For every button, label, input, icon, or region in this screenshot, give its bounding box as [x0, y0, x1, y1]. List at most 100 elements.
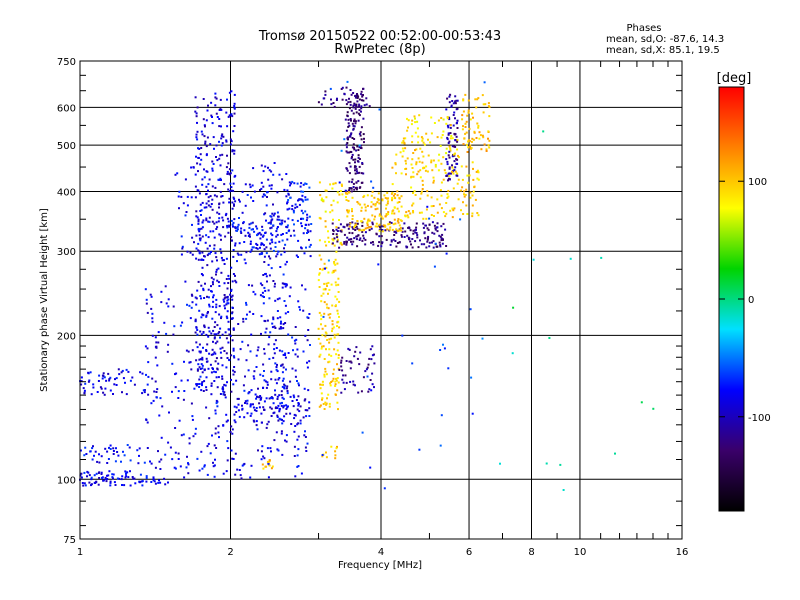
data-point — [463, 195, 466, 198]
data-point — [340, 365, 343, 368]
data-point — [205, 202, 208, 205]
data-point — [347, 238, 350, 241]
data-point — [472, 138, 475, 141]
data-point — [332, 326, 335, 329]
data-point — [340, 361, 343, 364]
data-point — [400, 195, 403, 198]
data-point — [203, 206, 206, 209]
data-point — [329, 313, 332, 315]
data-point — [220, 195, 223, 198]
data-point — [336, 309, 339, 312]
data-point — [200, 316, 203, 319]
data-point — [412, 152, 415, 154]
data-point — [195, 210, 198, 213]
data-point — [191, 418, 194, 421]
data-point — [182, 202, 185, 205]
data-point — [304, 398, 307, 401]
data-point — [215, 268, 218, 271]
data-point — [333, 348, 336, 351]
data-point — [387, 200, 389, 203]
data-point — [226, 357, 229, 359]
data-point — [368, 219, 371, 222]
data-point — [468, 174, 471, 177]
data-point — [410, 123, 413, 126]
data-point — [447, 367, 450, 370]
data-point — [345, 129, 348, 132]
data-point — [464, 126, 467, 128]
data-point — [197, 170, 199, 173]
data-point — [304, 210, 307, 213]
data-point — [145, 298, 148, 301]
data-point — [190, 368, 193, 371]
data-point — [299, 308, 301, 311]
data-point — [202, 287, 205, 290]
data-point — [226, 299, 229, 302]
data-point — [197, 218, 200, 221]
data-point — [478, 131, 481, 134]
data-point — [357, 149, 360, 151]
data-point — [416, 127, 419, 130]
data-point — [445, 252, 448, 255]
data-point — [466, 114, 469, 117]
data-point — [83, 454, 86, 457]
data-point — [484, 103, 487, 106]
data-point — [482, 103, 485, 106]
data-point — [394, 193, 396, 195]
data-point — [360, 229, 363, 232]
data-point — [92, 445, 94, 448]
data-point — [252, 375, 255, 378]
data-point — [360, 172, 363, 175]
data-point — [322, 288, 325, 291]
data-point — [324, 93, 327, 96]
data-point — [355, 188, 358, 191]
data-point — [470, 376, 473, 379]
data-point — [388, 221, 391, 224]
data-point — [245, 317, 248, 320]
data-point — [225, 111, 228, 114]
data-point — [124, 381, 126, 384]
data-point — [234, 244, 237, 247]
data-point — [212, 278, 215, 281]
data-point — [354, 161, 356, 164]
data-point — [393, 212, 396, 215]
data-point — [181, 245, 184, 248]
data-point — [356, 245, 359, 248]
data-point — [268, 184, 271, 187]
data-point — [195, 234, 198, 237]
data-point — [80, 383, 83, 386]
data-point — [207, 204, 210, 207]
data-point — [442, 156, 445, 159]
data-point — [440, 194, 443, 197]
data-point — [436, 226, 438, 229]
data-point — [387, 213, 390, 216]
data-point — [333, 237, 336, 240]
data-point — [297, 404, 300, 407]
data-point — [176, 172, 179, 175]
data-point — [357, 95, 360, 98]
data-point — [401, 155, 404, 158]
data-point — [439, 244, 442, 247]
data-point — [211, 434, 213, 437]
data-point — [120, 371, 123, 374]
data-point — [114, 484, 117, 486]
data-point — [249, 240, 252, 243]
data-point — [436, 211, 439, 214]
data-point — [204, 125, 206, 128]
data-point — [336, 312, 339, 315]
data-point — [422, 155, 425, 158]
data-point — [279, 418, 282, 421]
data-point — [270, 226, 273, 229]
data-point — [353, 103, 356, 106]
data-point — [235, 281, 238, 284]
data-point — [198, 366, 201, 369]
data-point — [269, 221, 272, 224]
data-point — [341, 378, 344, 381]
data-point — [276, 298, 279, 301]
data-point — [438, 241, 441, 244]
data-point — [166, 350, 169, 353]
data-point — [218, 436, 220, 439]
data-point — [240, 477, 243, 480]
data-point — [210, 371, 213, 374]
data-point — [276, 414, 279, 417]
data-point — [272, 356, 275, 359]
